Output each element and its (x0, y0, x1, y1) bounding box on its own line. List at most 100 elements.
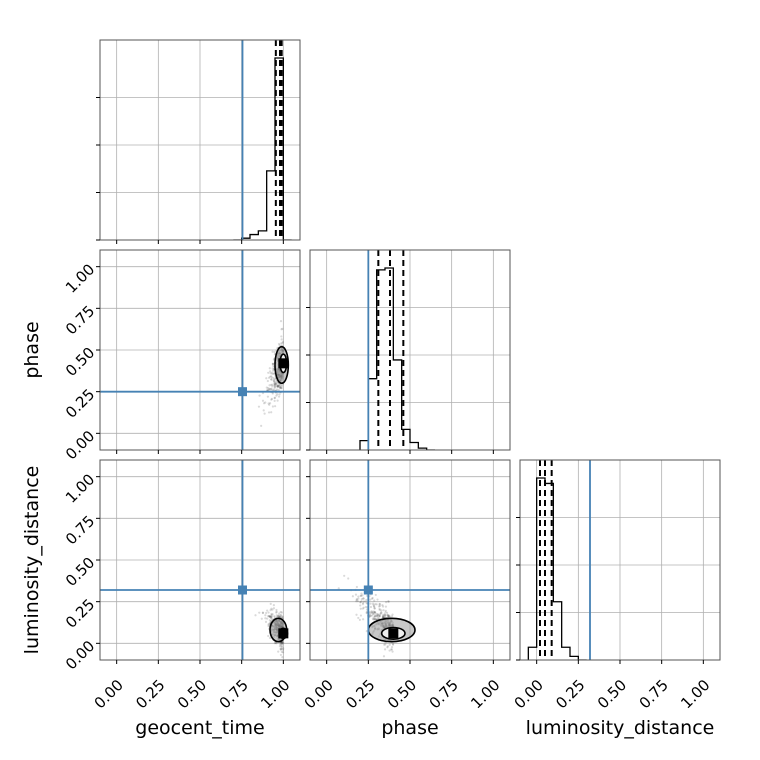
sample-point (377, 605, 381, 608)
truth-marker (363, 585, 373, 595)
sample-point (268, 623, 271, 626)
peak-marker (278, 358, 289, 369)
y-tick-label: 0.25 (62, 385, 98, 421)
truth-marker (238, 387, 247, 397)
sample-point (273, 389, 276, 392)
sample-point (273, 382, 276, 385)
y-tick-label: 0.75 (62, 512, 98, 548)
sample-point (275, 394, 278, 397)
x-tick-label: 0.25 (342, 676, 378, 712)
sample-point (378, 607, 381, 610)
sample-point (257, 405, 261, 408)
sample-point (276, 615, 279, 619)
sample-point (382, 614, 385, 618)
sample-point (278, 393, 281, 396)
sample-point (268, 367, 271, 370)
sample-point (277, 395, 281, 398)
sample-point (280, 611, 283, 614)
sample-point (384, 609, 387, 612)
sample-point (280, 335, 283, 338)
sample-point (258, 611, 261, 614)
sample-point (280, 328, 283, 331)
sample-point (365, 611, 368, 614)
sample-point (365, 602, 368, 605)
sample-point (360, 592, 363, 595)
sample-point (379, 613, 382, 616)
sample-point (277, 384, 281, 387)
sample-point (275, 642, 278, 645)
sample-point (371, 602, 375, 605)
sample-point (370, 610, 373, 613)
sample-point (280, 641, 284, 644)
sample-point (280, 338, 283, 341)
sample-point (281, 641, 284, 644)
sample-point (387, 614, 390, 618)
sample-point (377, 617, 380, 620)
sample-point (355, 600, 358, 603)
x-tick-label: 0.00 (91, 676, 127, 712)
sample-point (370, 611, 374, 614)
sample-point (358, 618, 361, 621)
sample-point (267, 624, 270, 628)
sample-point (268, 384, 271, 387)
sample-point (270, 383, 273, 386)
sample-point (347, 577, 350, 580)
sample-point (388, 643, 391, 646)
sample-point (364, 600, 367, 603)
sample-point (373, 617, 376, 621)
sample-point (359, 594, 362, 597)
sample-point (281, 642, 284, 645)
sample-point (273, 399, 276, 403)
sample-point (269, 616, 272, 619)
sample-point (265, 386, 268, 389)
sample-point (371, 597, 374, 600)
sample-point (267, 411, 271, 414)
sample-point (277, 615, 280, 618)
sample-point (373, 605, 376, 608)
sample-point (362, 601, 365, 605)
sample-point (266, 395, 270, 398)
sample-point (278, 385, 282, 388)
sample-point (276, 384, 280, 388)
sample-point (263, 402, 266, 405)
sample-point (277, 615, 280, 618)
sample-point (373, 611, 376, 614)
sample-point (271, 385, 274, 388)
y-tick-label: 0.25 (62, 595, 98, 631)
sample-point (260, 424, 263, 427)
x-tick-label: 1.00 (677, 676, 713, 712)
sample-point (361, 607, 364, 610)
sample-point (273, 384, 276, 387)
sample-point (377, 613, 380, 617)
sample-point (280, 644, 283, 648)
sample-point (264, 617, 267, 620)
sample-point (354, 593, 358, 596)
sample-point (270, 411, 273, 414)
sample-point (270, 378, 273, 381)
sample-point (361, 603, 365, 606)
sample-point (390, 648, 394, 651)
sample-point (273, 616, 277, 619)
sample-point (391, 642, 395, 646)
sample-point (267, 623, 270, 626)
x-tick-label: 0.50 (594, 676, 630, 712)
sample-point (272, 379, 275, 382)
sample-point (280, 615, 284, 618)
sample-point (391, 650, 394, 653)
sample-point (272, 376, 275, 380)
sample-point (275, 381, 278, 385)
sample-point (382, 655, 386, 658)
sample-point (355, 598, 358, 602)
y-axis-label: luminosity_distance (21, 466, 43, 655)
sample-point (270, 397, 274, 400)
sample-point (369, 602, 372, 605)
sample-point (381, 605, 385, 608)
sample-point (384, 605, 388, 608)
sample-point (274, 381, 277, 385)
x-tick-label: 0.00 (301, 676, 337, 712)
sample-point (270, 398, 273, 401)
sample-point (279, 643, 282, 646)
sample-point (267, 614, 271, 618)
sample-point (270, 376, 274, 379)
sample-point (268, 387, 271, 390)
